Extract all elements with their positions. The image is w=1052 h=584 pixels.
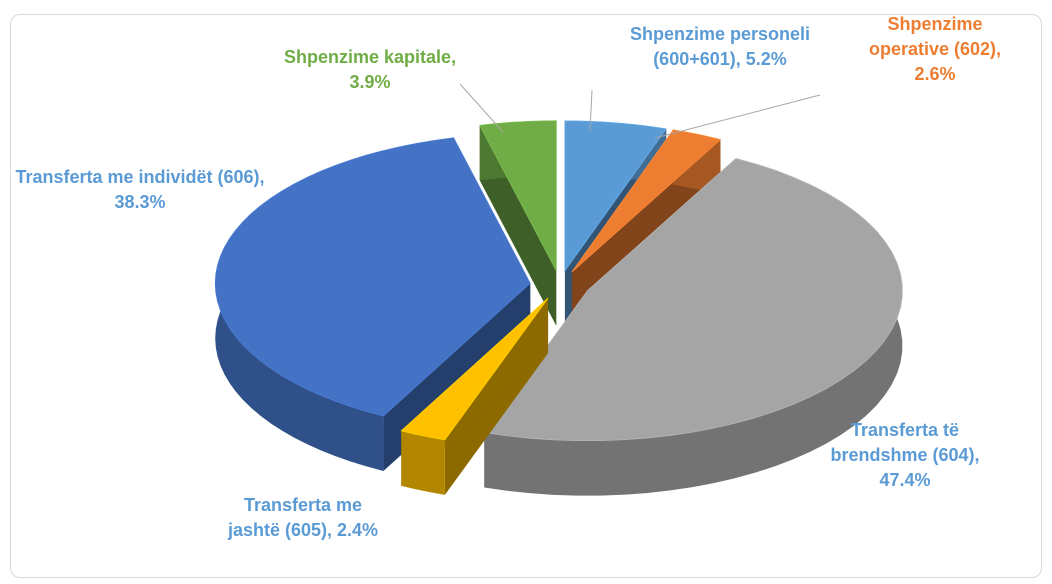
category-label: Shpenzime operative (602), <box>868 14 1002 59</box>
data-label: Shpenzime kapitale, 3.9% <box>265 45 475 95</box>
chart-frame <box>10 14 1042 578</box>
leader-line <box>589 89 593 131</box>
value-label: 47.4% <box>879 470 931 490</box>
slice-side <box>401 430 445 495</box>
value-label: 38.3% <box>114 192 166 212</box>
slice-top <box>400 297 549 441</box>
data-label: Transferta me jashtë (605), 2.4% <box>223 493 383 543</box>
slice-top <box>479 120 557 272</box>
category-label: Shpenzime kapitale, <box>283 47 457 67</box>
value-label: 3.9% <box>349 72 391 92</box>
slice <box>483 158 903 496</box>
data-label: Transferta të brendshme (604), 47.4% <box>820 418 990 493</box>
slice-top <box>564 120 667 273</box>
slice-side <box>484 158 903 496</box>
data-label: Transferta me individët (606), 38.3% <box>15 165 265 215</box>
category-label: Shpenzime personeli (600+601), <box>629 24 811 69</box>
leader-line <box>459 83 504 133</box>
category-label: Transferta me jashtë (605), <box>227 495 363 540</box>
value-label: 5.2% <box>745 49 787 69</box>
value-label: 2.4% <box>337 520 379 540</box>
value-label: 2.6% <box>914 64 956 84</box>
category-label: Transferta me individët (606), <box>15 167 265 187</box>
slice-top <box>483 158 903 442</box>
slice <box>214 137 531 472</box>
category-label: Transferta të brendshme (604), <box>830 420 980 465</box>
slice-top <box>214 137 531 417</box>
data-label: Shpenzime operative (602), 2.6% <box>855 12 1015 87</box>
leader-line <box>654 94 821 139</box>
data-label: Shpenzime personeli (600+601), 5.2% <box>620 22 820 72</box>
slice <box>400 297 549 495</box>
slice <box>479 120 557 326</box>
